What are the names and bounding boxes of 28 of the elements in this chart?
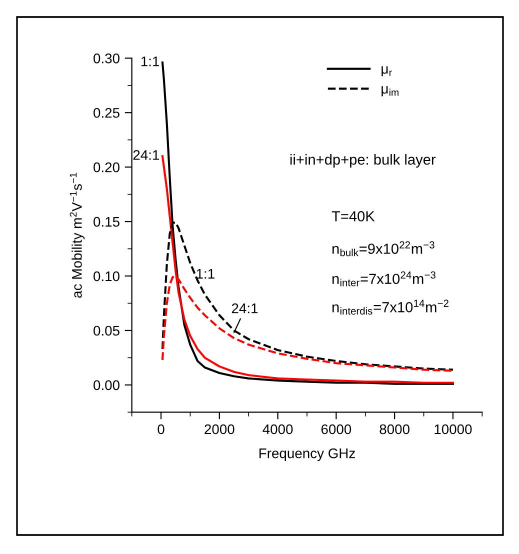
y-tick-label: 0.30 — [94, 54, 120, 64]
y-tick-label: 0.20 — [94, 162, 120, 172]
annotation: 1:1 — [141, 56, 160, 66]
annotation: ii+in+dp+pe: bulk layer — [290, 154, 436, 168]
x-tick-label: 8000 — [380, 424, 410, 434]
x-tick-label: 4000 — [262, 424, 293, 434]
y-tick-label: 0.15 — [94, 216, 120, 227]
y-tick-label: 0.00 — [94, 380, 120, 390]
x-tick-label: 2000 — [204, 424, 234, 434]
annotation: n$_{interdis}$=7x10$^{14}$m$^{−2}$ — [332, 300, 448, 315]
y-tick-label: 0.25 — [94, 108, 120, 118]
y-tick-label: 0.05 — [94, 326, 120, 336]
legend-label: μ$_{im}$ — [382, 86, 398, 96]
annotation: 24:1 — [232, 303, 258, 314]
annotation: n$_{inter}$=7x10$^{24}$m$^{−3}$ — [332, 271, 436, 286]
line-series — [161, 155, 454, 384]
x-tick-label: 0 — [158, 424, 164, 434]
y-tick-label: 0.10 — [94, 271, 120, 282]
annotation: n$_{bulk}$=9x10$^{22}$m$^{−3}$ — [332, 241, 434, 256]
y-axis-title: ac Mobility m$^{2}$V$^{−1}$s$^{−1}$ — [70, 172, 85, 298]
annotation: 24:1 — [133, 150, 160, 160]
x-tick-label: 6000 — [321, 424, 352, 434]
annotation: T=40K — [332, 211, 375, 222]
legend-label: μ$_{r}$ — [382, 66, 392, 76]
line-series — [161, 61, 454, 385]
annotation: 1:1 — [196, 269, 214, 279]
x-axis-title: Frequency GHz — [260, 448, 355, 461]
x-tick-label: 10000 — [434, 424, 472, 434]
